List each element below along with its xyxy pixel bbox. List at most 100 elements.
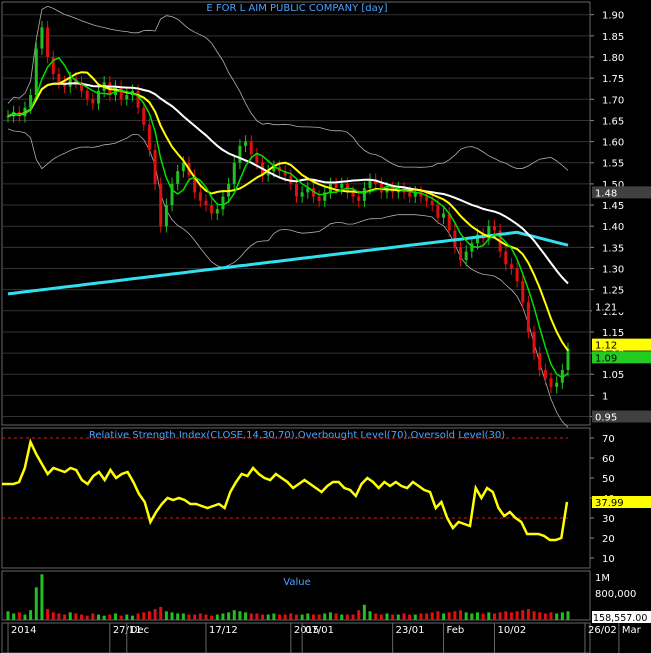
volume-bar [498,612,502,620]
candle-body [147,124,151,151]
volume-bar [125,614,129,620]
volume-bar [119,615,123,620]
volume-bar [51,612,55,620]
rsi-line [2,438,569,542]
candle-body [340,183,344,189]
candle-body [311,188,315,197]
volume-bar [97,614,101,620]
volume-bar [170,612,174,620]
candle-body [215,209,219,214]
price-tick-label: 1.75 [602,74,624,85]
last-value-box [592,300,651,313]
candle-body [459,247,463,261]
volume-bar [130,615,134,620]
volume-bar [492,613,496,620]
candle-body [306,188,310,193]
volume-bar [487,612,491,620]
volume-bar [470,613,474,620]
price-tick-label: 1.25 [602,286,624,297]
rsi-last-label: 37.99 [595,498,624,509]
candle-body [153,150,157,184]
volume-bar [475,612,479,620]
candle-body [210,205,214,214]
volume-bar [57,613,61,620]
volume-bar [385,613,389,620]
volume-bar [102,615,106,620]
date-label: 23/01 [396,625,425,636]
candle-body [504,251,508,265]
candle-body [198,192,202,201]
candle-body [289,175,293,184]
price-tick-label: 1.55 [602,159,624,170]
date-label: Mar [622,625,642,636]
candle-body [362,188,366,201]
volume-bar [340,614,344,620]
volume-bar [193,614,197,620]
candle-body [555,382,559,387]
volume-bar [357,610,361,620]
volume-bar [187,614,191,620]
volume-bar [402,613,406,620]
date-label: 10/02 [497,625,526,636]
volume-bar [136,613,140,620]
candle-body [170,183,174,206]
candle-body [142,107,146,125]
candle-body [538,353,542,371]
candle-body [232,162,236,184]
value-last-box [592,611,651,623]
volume-bar [272,613,276,620]
volume-bar [113,613,117,620]
volume-bar [294,614,298,620]
volume-bar [17,612,21,620]
candle-body [283,171,287,176]
volume-bar [289,613,293,620]
candle-body [464,251,468,261]
candle-body [164,205,168,227]
volume-bar [328,612,332,620]
volume-bar [142,612,146,620]
volume-bar [459,610,463,620]
volume-bar [453,611,457,620]
date-label: 26/02 [588,625,617,636]
candle-body [46,27,50,57]
price-tick-label: 1.15 [602,328,624,339]
candle-body [357,196,361,201]
volume-bar [261,614,265,620]
last-value-label: 1.12 [595,341,617,352]
date-label: Feb [447,625,465,636]
volume-bar [34,587,38,620]
volume-bar [532,611,536,620]
price-tick-label: 1.50 [602,180,624,191]
price-tick-label: 1 [602,391,608,402]
rsi-tick-label: 20 [602,534,615,545]
candle-body [294,183,298,197]
volume-bar [543,613,547,620]
candle-body [176,171,180,184]
volume-bar [464,612,468,620]
volume-bar [221,613,225,620]
volume-bar [311,614,315,620]
candle-body [566,348,570,371]
candle-body [119,86,123,100]
candle-body [125,95,129,100]
last-value-label: 0.95 [595,413,617,424]
volume-bar [198,613,202,620]
volume-bar [413,614,417,620]
volume-bar [408,614,412,620]
candle-body [238,145,242,163]
candle-body [29,95,33,108]
candle-body [413,192,417,197]
volume-bar [306,613,310,620]
candle-body [317,196,321,201]
volume-bar [6,611,10,620]
volume-bar [504,611,508,620]
chart-title: E FOR L AIM PUBLIC COMPANY [day] [206,3,387,14]
upper-band-line [7,5,569,171]
volume-bar [379,614,383,620]
last-value-box [592,186,651,199]
candle-body [492,226,496,231]
volume-bar [266,614,270,620]
candle-body [113,86,117,96]
volume-bar [436,611,440,620]
candle-body [181,162,185,172]
